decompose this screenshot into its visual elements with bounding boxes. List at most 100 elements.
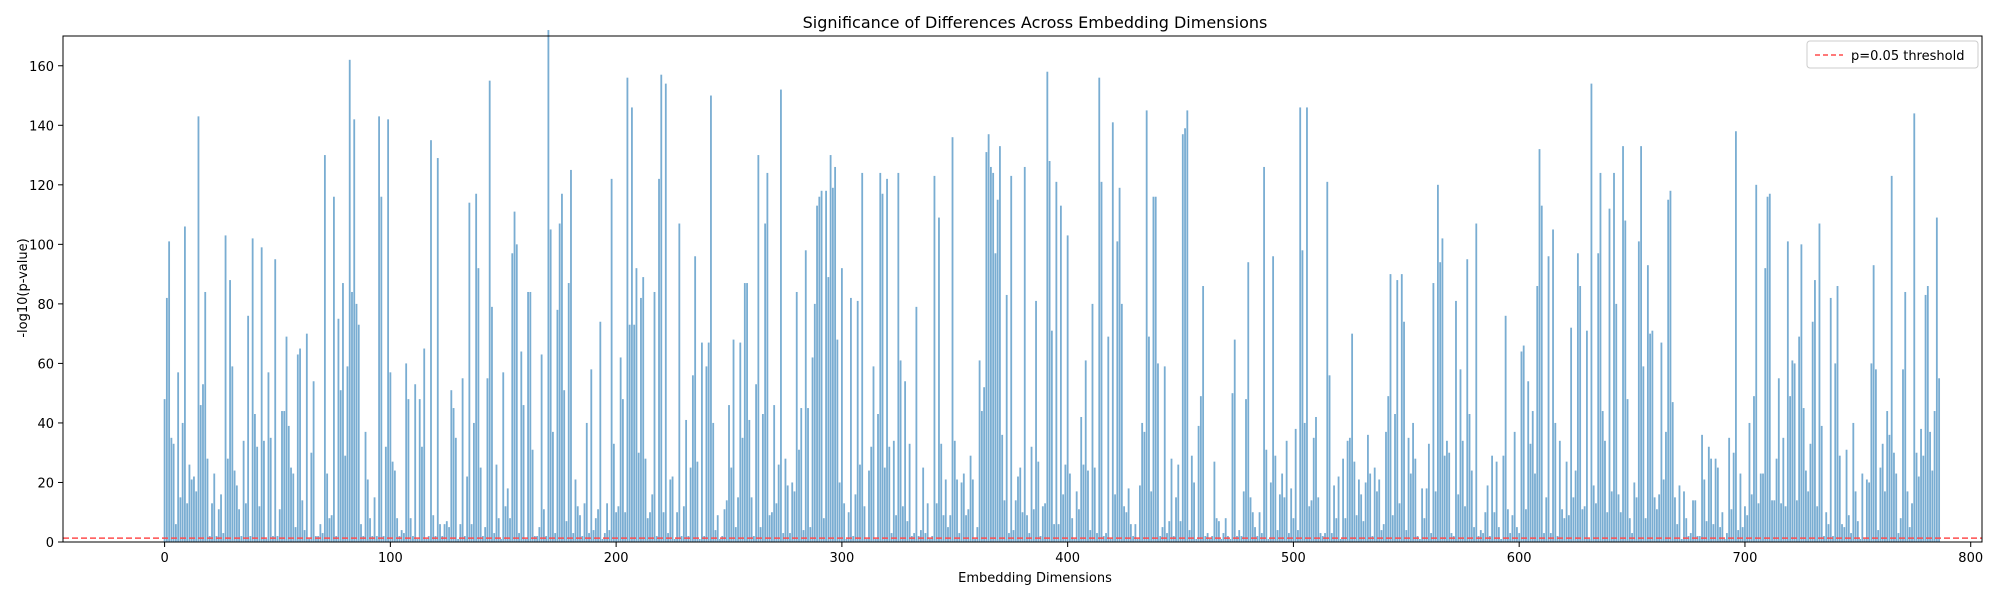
bar [430, 140, 432, 542]
bar [1387, 396, 1390, 542]
bar [739, 342, 742, 542]
bar [1698, 536, 1701, 542]
bar [924, 533, 927, 542]
bar [822, 518, 825, 542]
bar [1527, 381, 1530, 542]
bar [807, 408, 809, 542]
bar [1145, 110, 1148, 542]
bar [1427, 443, 1430, 542]
bar [1344, 518, 1347, 542]
bar [1725, 533, 1728, 542]
bar [1890, 175, 1893, 542]
bar [1272, 256, 1275, 542]
bar [452, 408, 455, 542]
bar [1333, 485, 1335, 542]
bar [339, 390, 342, 542]
bar [1674, 497, 1676, 542]
bar [493, 533, 496, 542]
bar [895, 515, 897, 542]
bar [518, 533, 520, 542]
bar [1039, 536, 1042, 542]
bar [373, 497, 376, 542]
bar [908, 443, 911, 542]
bar [224, 235, 227, 543]
bar [971, 479, 974, 542]
bar [1802, 408, 1805, 542]
bar [202, 384, 204, 542]
bar [1886, 411, 1889, 542]
bar [1330, 533, 1333, 542]
bar [1843, 527, 1846, 542]
bar [391, 461, 394, 542]
bar [1098, 77, 1101, 543]
bar [1425, 488, 1428, 542]
bar [281, 411, 283, 542]
bar [944, 479, 947, 542]
bar [1267, 539, 1270, 542]
bar [1633, 482, 1636, 542]
bar [570, 169, 572, 542]
bar [1832, 536, 1834, 542]
bar [240, 536, 243, 542]
bar [1768, 193, 1771, 542]
bar [1870, 363, 1873, 542]
bar [1861, 473, 1864, 542]
bar [1251, 512, 1254, 542]
bar [319, 524, 322, 542]
bar [750, 497, 753, 542]
bar [660, 74, 663, 542]
bar [292, 473, 295, 542]
bar [1019, 467, 1022, 542]
bar [834, 166, 837, 542]
bar [1617, 494, 1620, 542]
bar [371, 536, 374, 542]
bars-layer [163, 30, 1941, 543]
bar [238, 509, 240, 542]
bar [892, 440, 895, 542]
bar [746, 283, 748, 542]
bar [576, 506, 579, 542]
bar [606, 503, 608, 542]
bar [461, 378, 464, 542]
bar [1105, 533, 1107, 542]
bar [287, 425, 290, 542]
bar [861, 172, 864, 543]
bar [1680, 539, 1683, 542]
bar [1924, 294, 1927, 542]
bar [502, 372, 505, 542]
bar [940, 443, 943, 542]
bar [400, 530, 403, 542]
bar [1310, 500, 1313, 542]
bar [265, 539, 268, 542]
bar [1877, 530, 1880, 542]
bar [1373, 467, 1376, 542]
bar [691, 375, 694, 542]
bar [468, 202, 471, 542]
bar [1380, 530, 1383, 542]
bar [1911, 503, 1913, 542]
bar [818, 196, 821, 543]
bar [482, 536, 484, 542]
bar [644, 458, 647, 542]
bar [1364, 482, 1367, 542]
bar [294, 527, 297, 542]
bar [1202, 286, 1205, 542]
bar [1595, 503, 1597, 542]
bar [608, 530, 611, 542]
bar [780, 89, 782, 542]
bar [678, 223, 681, 542]
bar [563, 390, 566, 542]
bar [1346, 440, 1349, 542]
bar [1622, 146, 1624, 542]
bar [488, 80, 491, 543]
bar [1604, 440, 1606, 542]
bar [1157, 363, 1159, 542]
bar [631, 107, 633, 542]
bar [254, 414, 256, 542]
bar [301, 500, 304, 542]
bar [1640, 146, 1642, 542]
bar [1836, 286, 1839, 542]
bar [624, 512, 627, 542]
bar [1193, 482, 1195, 542]
